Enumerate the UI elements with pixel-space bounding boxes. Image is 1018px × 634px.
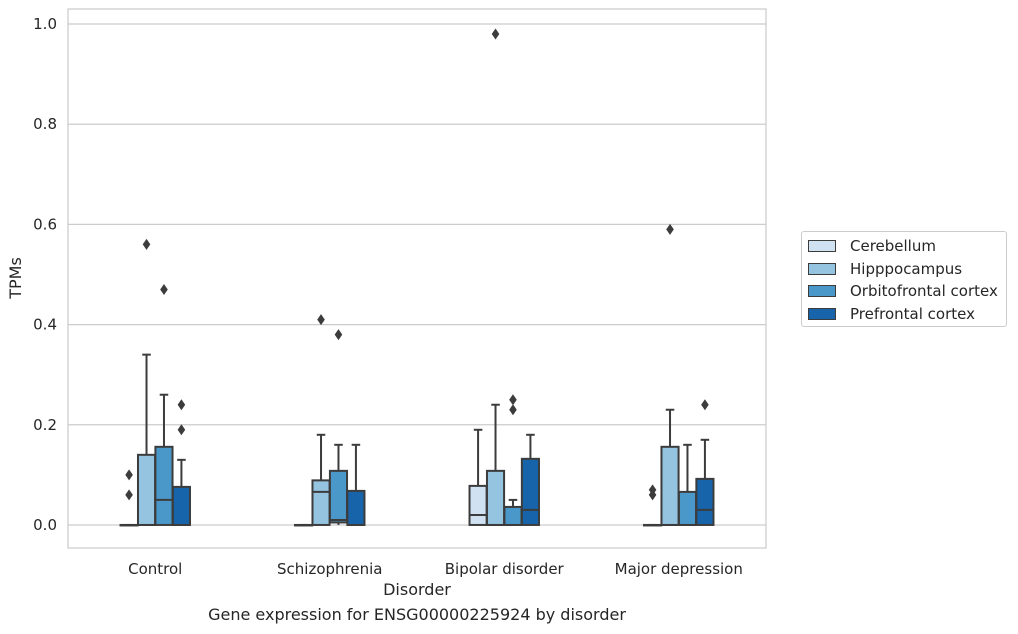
outlier-marker [701, 399, 709, 411]
x-tick-label: Major depression [615, 560, 743, 578]
outlier-marker [317, 314, 325, 326]
outlier-marker [160, 284, 168, 296]
legend-label: Hipppocampus [850, 259, 963, 278]
box-group [294, 523, 314, 527]
box-group [520, 433, 540, 526]
outlier-marker [125, 489, 133, 501]
x-tick-label: Schizophrenia [277, 560, 382, 578]
box [468, 484, 488, 526]
legend-label: Cerebellum [850, 237, 936, 256]
legend: Cerebellum Hipppocampus Orbitofrontal cort… [801, 231, 1007, 327]
box-group [328, 329, 349, 525]
box [660, 445, 680, 526]
box-group [503, 394, 523, 526]
y-axis-ticks: 0.0 0.2 0.4 0.6 0.8 1.0 [33, 15, 57, 534]
box-group [311, 314, 331, 526]
x-axis-ticks: Control Schizophrenia Bipolar disorder Majo… [128, 560, 743, 578]
x-tick-label: Control [128, 560, 182, 578]
box-group [154, 284, 174, 526]
box [485, 469, 506, 526]
outlier-marker [177, 424, 186, 436]
box [346, 489, 366, 526]
legend-item: Hipppocampus [808, 258, 1006, 281]
box [520, 457, 540, 526]
box-group [136, 238, 157, 526]
box [154, 445, 174, 526]
outlier-marker [648, 484, 657, 496]
box-group [119, 469, 139, 527]
outlier-marker [491, 28, 500, 40]
y-tick-label: 0.0 [33, 516, 57, 534]
figure-caption: Gene expression for ENSG00000225924 by d… [208, 605, 626, 624]
legend-swatch [808, 240, 836, 253]
outlier-marker [125, 469, 133, 481]
y-tick-label: 1.0 [33, 15, 57, 33]
box-group [346, 443, 366, 526]
box-group [643, 484, 663, 527]
box [503, 505, 523, 526]
legend-swatch [808, 307, 836, 320]
plot-frame [67, 8, 767, 549]
legend-swatch [808, 262, 836, 275]
outlier-marker [142, 238, 151, 250]
legend-swatch [808, 285, 836, 298]
y-tick-label: 0.8 [33, 115, 57, 133]
box-group [695, 399, 715, 526]
outlier-marker [666, 223, 674, 235]
outlier-marker [177, 399, 186, 411]
box [171, 485, 191, 526]
box-group [468, 428, 488, 526]
box [136, 453, 157, 526]
y-tick-label: 0.4 [33, 316, 57, 334]
x-tick-label: Bipolar disorder [445, 560, 565, 578]
box-group [660, 223, 680, 526]
legend-item: Cerebellum [808, 235, 1006, 258]
box-layer [119, 28, 715, 527]
box-group [171, 399, 191, 526]
box [311, 479, 331, 526]
legend-label: Prefrontal cortex [850, 304, 975, 323]
legend-label: Orbitofrontal cortex [850, 282, 998, 301]
y-tick-label: 0.2 [33, 416, 57, 434]
outlier-marker [509, 404, 517, 416]
y-axis-title: TPMs [6, 257, 25, 300]
outlier-marker [334, 329, 343, 341]
box [328, 469, 349, 524]
box-group [677, 443, 698, 526]
box-group [485, 28, 506, 526]
x-axis-title: Disorder [383, 580, 451, 599]
legend-item: Orbitofrontal cortex [808, 280, 1006, 303]
legend-item: Prefrontal cortex [808, 303, 1006, 326]
outlier-marker [509, 394, 517, 406]
box [695, 477, 715, 526]
box [677, 490, 698, 526]
y-tick-label: 0.6 [33, 215, 57, 233]
